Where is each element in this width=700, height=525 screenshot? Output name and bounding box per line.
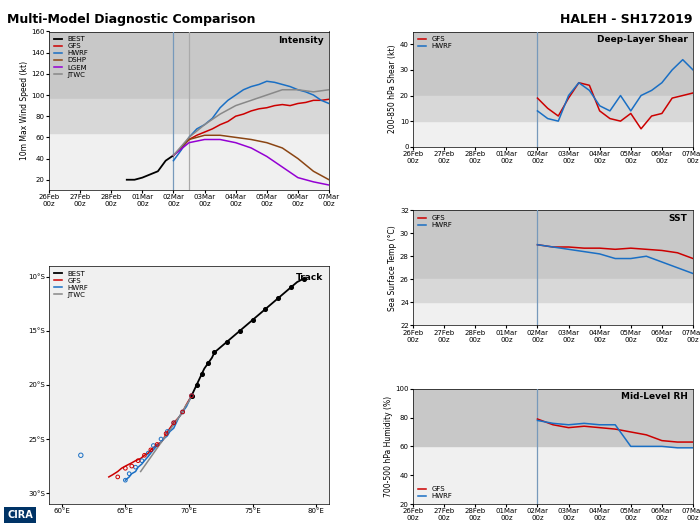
Legend: GFS, HWRF: GFS, HWRF	[416, 485, 454, 500]
Point	[152, 440, 163, 449]
Bar	[413, 388, 693, 446]
Text: Track: Track	[296, 273, 323, 282]
Legend: GFS, HWRF: GFS, HWRF	[416, 35, 454, 51]
Point	[196, 370, 207, 378]
Point	[272, 294, 284, 302]
Point	[75, 451, 86, 459]
Legend: BEST, GFS, HWRF, JTWC: BEST, GFS, HWRF, JTWC	[52, 269, 90, 299]
Point	[298, 275, 309, 283]
Text: Intensity: Intensity	[278, 36, 323, 45]
Point	[168, 418, 179, 427]
Y-axis label: 10m Max Wind Speed (kt): 10m Max Wind Speed (kt)	[20, 61, 29, 161]
Point	[139, 451, 150, 459]
Text: HALEH - SH172019: HALEH - SH172019	[561, 13, 693, 26]
Point	[191, 381, 202, 389]
Point	[209, 348, 220, 356]
Point	[160, 429, 172, 438]
Point	[186, 392, 197, 400]
Point	[177, 408, 188, 416]
Point	[222, 338, 233, 346]
Bar	[413, 210, 693, 279]
Point	[186, 392, 197, 400]
Point	[132, 456, 144, 465]
Text: SST: SST	[668, 214, 687, 223]
Point	[143, 449, 154, 457]
Point	[162, 427, 173, 436]
Point	[234, 327, 246, 335]
Text: Mid-Level RH: Mid-Level RH	[620, 392, 687, 401]
Text: CIRA: CIRA	[7, 510, 33, 520]
Bar	[49, 32, 329, 99]
Point	[202, 359, 214, 368]
Bar	[413, 96, 693, 121]
Y-axis label: 200-850 hPa Shear (kt): 200-850 hPa Shear (kt)	[388, 45, 397, 133]
Bar	[49, 99, 329, 133]
Point	[112, 472, 123, 481]
Point	[177, 408, 188, 416]
Point	[126, 462, 137, 470]
Point	[155, 435, 167, 443]
Y-axis label: 700-500 hPa Humidity (%): 700-500 hPa Humidity (%)	[384, 396, 393, 497]
Text: Multi-Model Diagnostic Comparison: Multi-Model Diagnostic Comparison	[7, 13, 256, 26]
Point	[247, 316, 258, 324]
Point	[136, 456, 148, 465]
Legend: BEST, GFS, HWRF, DSHP, LGEM, JTWC: BEST, GFS, HWRF, DSHP, LGEM, JTWC	[52, 35, 90, 79]
Point	[130, 463, 141, 471]
Bar	[413, 32, 693, 96]
Point	[285, 283, 296, 291]
Point	[260, 305, 271, 313]
Point	[124, 469, 135, 478]
Point	[186, 392, 197, 400]
Point	[148, 442, 159, 450]
Text: Deep-Layer Shear: Deep-Layer Shear	[596, 35, 687, 44]
Point	[120, 464, 131, 473]
Point	[145, 446, 156, 454]
Legend: GFS, HWRF: GFS, HWRF	[416, 214, 454, 229]
Point	[168, 418, 179, 427]
Y-axis label: Sea Surface Temp (°C): Sea Surface Temp (°C)	[388, 225, 397, 311]
Bar	[413, 279, 693, 302]
Point	[120, 476, 131, 485]
